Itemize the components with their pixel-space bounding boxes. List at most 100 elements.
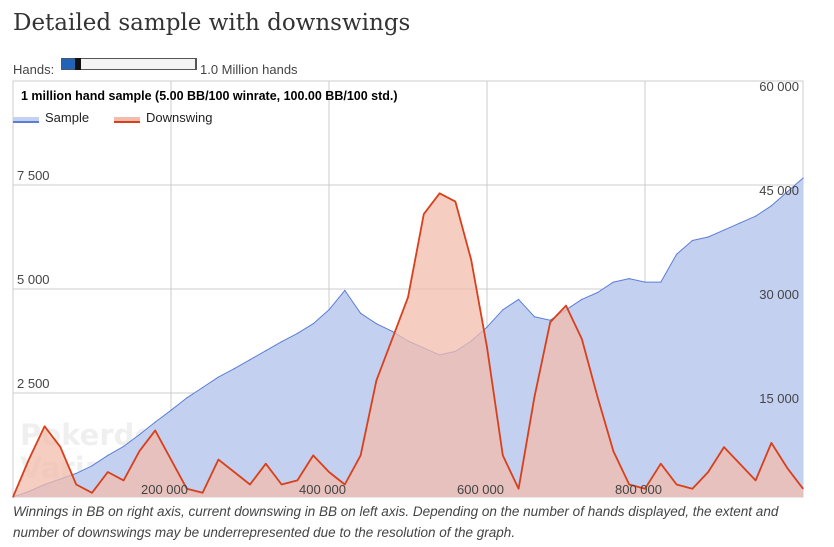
sample-point xyxy=(628,278,630,280)
downswing-point xyxy=(549,321,551,323)
downswing-point xyxy=(755,479,757,481)
sample-point xyxy=(170,409,172,411)
hands-slider-handle[interactable] xyxy=(75,58,82,70)
downswing-point xyxy=(612,450,615,452)
downswing-point xyxy=(296,479,298,481)
x-tick-label: 200 000 xyxy=(141,482,188,497)
downswing-point xyxy=(723,446,725,448)
downswing-point xyxy=(676,483,678,486)
sample-point xyxy=(597,291,599,294)
downswing-point xyxy=(170,458,172,461)
downswing-point xyxy=(486,346,488,348)
downswing-point xyxy=(217,458,219,461)
sample-point xyxy=(676,253,678,255)
downswing-point xyxy=(44,425,46,427)
sample-point xyxy=(375,323,377,325)
sample-point xyxy=(802,177,804,179)
downswing-area xyxy=(13,193,803,498)
downswing-point xyxy=(344,483,346,486)
downswing-point xyxy=(454,201,456,203)
sample-point xyxy=(233,368,235,370)
y-left-tick-label: 7 500 xyxy=(17,168,50,183)
downswing-legend-label: Downswing xyxy=(146,110,212,125)
y-right-tick-label: 60 000 xyxy=(759,79,799,94)
downswing-point xyxy=(770,442,773,444)
sample-point xyxy=(265,350,267,352)
sample-point xyxy=(344,289,346,291)
downswing-point xyxy=(644,488,646,490)
downswing-point xyxy=(597,396,599,398)
x-tick-label: 800 000 xyxy=(615,482,662,497)
downswing-chart: Pokerdope.com Variance simulator 2 5005 … xyxy=(12,79,804,498)
downswing-point xyxy=(739,463,741,465)
sample-point xyxy=(518,298,520,300)
sample-point xyxy=(138,434,140,436)
sample-point xyxy=(186,397,188,399)
chart-subtitle: 1 million hand sample (5.00 BB/100 winra… xyxy=(21,89,398,103)
downswing-point xyxy=(281,483,283,486)
downswing-point xyxy=(312,454,314,456)
sample-point xyxy=(660,281,662,283)
sample-point xyxy=(644,281,646,283)
sample-point xyxy=(296,332,298,334)
sample-point xyxy=(612,281,615,283)
page-title: Detailed sample with downswings xyxy=(13,10,411,36)
downswing-point xyxy=(107,471,109,473)
downswing-point xyxy=(186,488,188,490)
sample-point xyxy=(360,312,362,314)
y-left-tick-label: 5 000 xyxy=(17,272,50,287)
sample-point xyxy=(217,376,219,378)
downswing-point xyxy=(202,492,204,494)
downswing-point xyxy=(375,379,377,382)
downswing-point xyxy=(691,488,694,490)
sample-point xyxy=(755,215,757,217)
sample-point xyxy=(154,421,156,423)
downswing-point xyxy=(518,488,520,490)
downswing-point xyxy=(628,483,630,486)
y-right-tick-label: 30 000 xyxy=(759,287,799,302)
sample-point xyxy=(707,236,709,238)
series-layer xyxy=(12,177,804,498)
hands-slider-fill xyxy=(62,59,76,69)
x-tick-label: 600 000 xyxy=(457,482,504,497)
downswing-point xyxy=(12,496,14,498)
sample-point xyxy=(249,359,251,361)
sample-point xyxy=(549,319,551,321)
downswing-point xyxy=(533,396,536,398)
downswing-point xyxy=(233,471,235,473)
sample-point xyxy=(533,316,536,318)
downswing-point xyxy=(59,446,62,448)
downswing-point xyxy=(28,458,30,461)
downswing-point xyxy=(707,471,709,473)
hands-slider[interactable] xyxy=(61,58,197,70)
x-tick-label: 400 000 xyxy=(299,482,346,497)
sample-point xyxy=(786,191,788,193)
downswing-point xyxy=(439,192,441,194)
downswing-point xyxy=(154,429,156,432)
downswing-point xyxy=(123,479,125,481)
downswing-point xyxy=(502,454,504,456)
sample-point xyxy=(202,386,204,389)
sample-point xyxy=(312,323,314,325)
hands-label: Hands: xyxy=(13,62,55,77)
sample-point xyxy=(770,205,773,207)
sample-point xyxy=(123,445,125,447)
y-left-tick-label: 2 500 xyxy=(17,376,50,391)
downswing-point xyxy=(328,471,330,473)
axis-labels: 2 500 5 000 7 500 15 000 30 000 45 000 60 000 2… xyxy=(17,79,799,497)
hands-slider-end xyxy=(195,58,197,70)
sample-area xyxy=(13,178,803,497)
downswing-point xyxy=(249,483,251,486)
sample-legend-fill xyxy=(13,117,39,122)
downswing-point xyxy=(138,450,140,452)
downswing-point xyxy=(786,467,788,469)
sample-point xyxy=(691,239,694,242)
downswing-point xyxy=(75,483,77,486)
downswing-point xyxy=(802,488,804,490)
y-right-tick-label: 45 000 xyxy=(759,183,799,198)
downswing-point xyxy=(660,463,662,465)
downswing-point xyxy=(407,296,409,298)
downswing-point xyxy=(423,213,425,215)
sample-point xyxy=(91,465,93,467)
downswing-point xyxy=(565,305,567,307)
